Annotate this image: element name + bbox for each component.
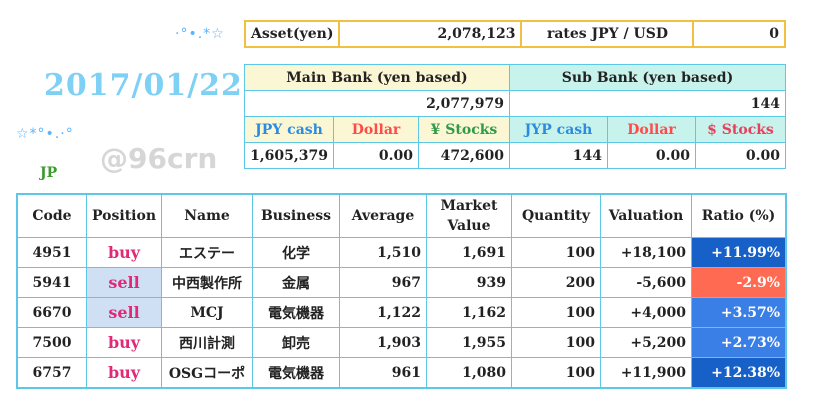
sub-stocks-value: 0.00 <box>695 142 786 169</box>
table-row: 4951 buy エステー 化学 1,510 1,691 100 +18,100… <box>16 237 787 268</box>
code-cell: 6757 <box>16 357 87 389</box>
average-cell: 1,903 <box>339 327 427 358</box>
col-header-average: Average <box>339 193 427 238</box>
position-cell: sell <box>86 297 162 328</box>
business-cell: 金属 <box>252 267 340 298</box>
sub-jpy-cash-value: 144 <box>509 142 608 169</box>
asset-label: Asset(yen) <box>243 20 341 48</box>
table-row: 6757 buy OSGコーポ 電気機器 961 1,080 100 +11,9… <box>16 357 787 389</box>
date-title: 2017/01/22 <box>44 68 243 103</box>
valuation-cell: +5,200 <box>600 327 692 358</box>
rate-value: 0 <box>692 20 786 48</box>
bank-summary: Main Bank (yen based) Sub Bank (yen base… <box>244 64 786 169</box>
col-header-quantity: Quantity <box>511 193 601 238</box>
main-jpy-cash-header: JPY cash <box>244 116 334 143</box>
position-cell: buy <box>86 357 162 389</box>
asset-value: 2,078,123 <box>338 20 523 48</box>
average-cell: 1,510 <box>339 237 427 268</box>
valuation-cell: +11,900 <box>600 357 692 389</box>
name-cell: エステー <box>161 237 253 268</box>
ratio-cell: +12.38% <box>691 357 787 389</box>
asset-summary: Asset(yen) 2,078,123 rates JPY / USD 0 <box>243 20 786 48</box>
quantity-cell: 100 <box>511 327 601 358</box>
average-cell: 967 <box>339 267 427 298</box>
name-cell: MCJ <box>161 297 253 328</box>
watermark: @96crn <box>100 142 218 175</box>
code-cell: 6670 <box>16 297 87 328</box>
holdings-header-row: Code Position Name Business Average Mark… <box>16 193 787 238</box>
table-row: 6670 sell MCJ 電気機器 1,122 1,162 100 +4,00… <box>16 297 787 328</box>
col-header-business: Business <box>252 193 340 238</box>
main-stocks-header: ¥ Stocks <box>418 116 510 143</box>
quantity-cell: 100 <box>511 237 601 268</box>
business-cell: 卸売 <box>252 327 340 358</box>
col-header-valuation: Valuation <box>600 193 692 238</box>
rate-label: rates JPY / USD <box>520 20 695 48</box>
ratio-cell: -2.9% <box>691 267 787 298</box>
ratio-cell: +3.57% <box>691 297 787 328</box>
name-cell: 西川計測 <box>161 327 253 358</box>
sub-dollar-value: 0.00 <box>607 142 696 169</box>
table-row: 5941 sell 中西製作所 金属 967 939 200 -5,600 -2… <box>16 267 787 298</box>
market-label: JP <box>40 165 58 181</box>
col-header-code: Code <box>16 193 87 238</box>
sub-bank-total: 144 <box>509 90 786 117</box>
main-bank-title: Main Bank (yen based) <box>244 64 510 91</box>
code-cell: 7500 <box>16 327 87 358</box>
main-dollar-header: Dollar <box>333 116 419 143</box>
star-decoration: ☆*°•.·° <box>16 126 74 142</box>
main-dollar-value: 0.00 <box>333 142 419 169</box>
ratio-cell: +11.99% <box>691 237 787 268</box>
table-row: 7500 buy 西川計測 卸売 1,903 1,955 100 +5,200 … <box>16 327 787 358</box>
business-cell: 化学 <box>252 237 340 268</box>
average-cell: 1,122 <box>339 297 427 328</box>
market-value-cell: 1,691 <box>426 237 512 268</box>
position-cell: sell <box>86 267 162 298</box>
sub-jpy-cash-header: JYP cash <box>509 116 608 143</box>
market-value-cell: 1,080 <box>426 357 512 389</box>
name-cell: 中西製作所 <box>161 267 253 298</box>
market-value-cell: 939 <box>426 267 512 298</box>
quantity-cell: 100 <box>511 297 601 328</box>
main-jpy-cash-value: 1,605,379 <box>244 142 334 169</box>
ratio-cell: +2.73% <box>691 327 787 358</box>
code-cell: 5941 <box>16 267 87 298</box>
holdings-table: Code Position Name Business Average Mark… <box>16 193 787 389</box>
business-cell: 電気機器 <box>252 297 340 328</box>
position-cell: buy <box>86 237 162 268</box>
quantity-cell: 100 <box>511 357 601 389</box>
position-cell: buy <box>86 327 162 358</box>
sub-stocks-header: $ Stocks <box>695 116 786 143</box>
sub-bank-title: Sub Bank (yen based) <box>509 64 786 91</box>
col-header-market-value: Market Value <box>426 193 512 238</box>
market-value-cell: 1,162 <box>426 297 512 328</box>
sub-dollar-header: Dollar <box>607 116 696 143</box>
average-cell: 961 <box>339 357 427 389</box>
name-cell: OSGコーポ <box>161 357 253 389</box>
col-header-name: Name <box>161 193 253 238</box>
valuation-cell: +18,100 <box>600 237 692 268</box>
star-decoration: ·°•.*☆ <box>175 26 225 42</box>
main-bank-total: 2,077,979 <box>244 90 510 117</box>
code-cell: 4951 <box>16 237 87 268</box>
col-header-position: Position <box>86 193 162 238</box>
valuation-cell: +4,000 <box>600 297 692 328</box>
col-header-ratio: Ratio (%) <box>691 193 787 238</box>
market-value-cell: 1,955 <box>426 327 512 358</box>
business-cell: 電気機器 <box>252 357 340 389</box>
main-stocks-value: 472,600 <box>418 142 510 169</box>
quantity-cell: 200 <box>511 267 601 298</box>
valuation-cell: -5,600 <box>600 267 692 298</box>
